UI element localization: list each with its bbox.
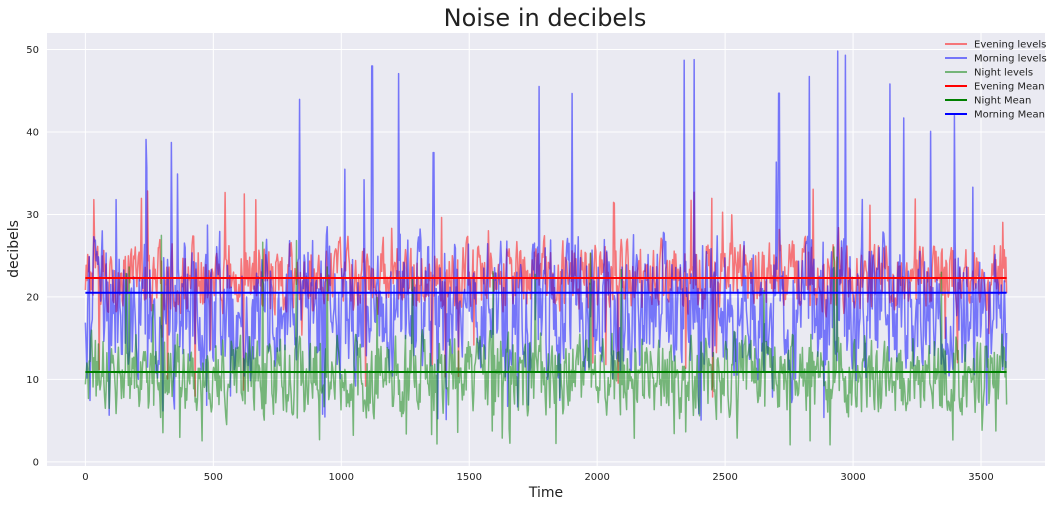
y-tick-label: 50 — [26, 45, 39, 56]
legend-entry: Morning levels — [974, 54, 1047, 65]
legend-entry: Night Mean — [974, 96, 1031, 107]
legend-entry: Morning Mean — [974, 110, 1045, 121]
y-tick-label: 30 — [26, 210, 39, 221]
x-tick-label: 0 — [82, 472, 88, 483]
tick-labels: 0 500 1000 1500 2000 2500 3000 3500 0 10 20 30 40 50 — [26, 45, 993, 483]
x-axis-label: Time — [528, 485, 563, 501]
y-tick-label: 0 — [33, 457, 39, 468]
y-tick-label: 10 — [26, 375, 39, 386]
chart-title: Noise in decibels — [444, 4, 647, 32]
x-tick-label: 2000 — [584, 472, 609, 483]
legend-entry: Evening Mean — [974, 82, 1045, 93]
y-tick-label: 40 — [26, 127, 39, 138]
x-tick-label: 1500 — [457, 472, 482, 483]
x-tick-label: 2500 — [712, 472, 737, 483]
series-layer — [84, 50, 1008, 446]
series-line-night-levels — [84, 234, 1008, 446]
legend-entry: Night levels — [974, 68, 1033, 79]
x-tick-label: 3500 — [968, 472, 993, 483]
legend: Evening levels Morning levels Night levels… — [945, 40, 1047, 121]
y-tick-label: 20 — [26, 292, 39, 303]
y-axis-label: decibels — [6, 220, 22, 278]
series-line-morning-levels — [84, 50, 1008, 421]
legend-entry: Evening levels — [974, 40, 1046, 51]
x-tick-label: 1000 — [329, 472, 354, 483]
x-tick-label: 3000 — [840, 472, 865, 483]
x-tick-label: 500 — [204, 472, 223, 483]
